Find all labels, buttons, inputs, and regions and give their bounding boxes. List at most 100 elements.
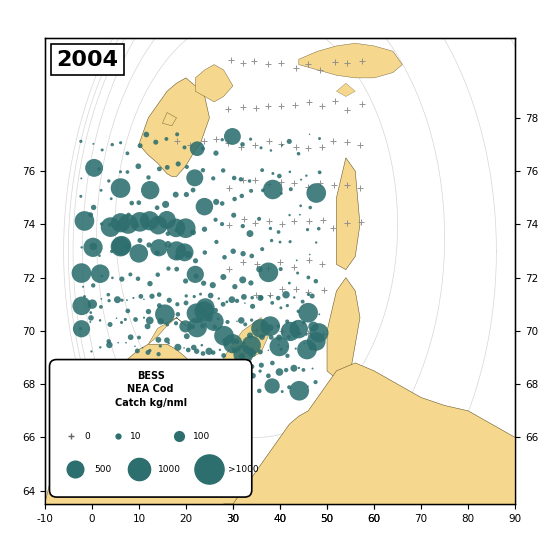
Point	[282, 291, 291, 299]
Point	[151, 138, 160, 146]
Point	[86, 308, 95, 317]
Point	[198, 144, 207, 153]
Point	[251, 218, 260, 227]
Point	[144, 173, 153, 182]
Point	[264, 59, 273, 68]
Point	[88, 300, 97, 308]
Point	[330, 58, 339, 67]
Point	[86, 318, 95, 326]
Polygon shape	[337, 83, 355, 96]
Point	[211, 306, 220, 315]
Point	[209, 317, 218, 326]
Point	[212, 135, 221, 144]
Point	[181, 299, 190, 307]
Point	[193, 144, 202, 153]
Point	[171, 223, 180, 232]
Point	[214, 314, 223, 323]
Point	[77, 301, 86, 310]
Point	[251, 141, 260, 150]
Point	[189, 343, 198, 352]
Point	[258, 321, 267, 330]
Point	[181, 322, 190, 331]
Point	[275, 367, 284, 376]
Point	[80, 217, 89, 225]
Point	[155, 372, 164, 380]
Point	[255, 386, 264, 395]
Point	[191, 270, 200, 279]
Point	[314, 328, 323, 337]
Point	[304, 60, 313, 68]
Point	[139, 364, 148, 373]
Point	[97, 186, 106, 195]
Point	[136, 141, 144, 150]
Point	[256, 144, 265, 152]
Point	[151, 378, 160, 386]
Point	[218, 220, 227, 228]
Point	[311, 347, 320, 356]
Point	[192, 272, 200, 280]
Point	[86, 314, 95, 322]
Point	[237, 352, 246, 360]
Point	[302, 345, 311, 354]
Point	[343, 105, 352, 114]
Point	[121, 315, 130, 324]
Point	[200, 248, 209, 257]
Point	[237, 377, 246, 386]
Point	[136, 217, 144, 226]
Point	[318, 143, 327, 151]
Point	[276, 264, 285, 273]
Point	[212, 149, 221, 157]
Point	[304, 273, 313, 282]
Point	[220, 253, 229, 262]
Point	[126, 333, 135, 341]
Point	[251, 291, 260, 299]
Point	[291, 100, 300, 109]
Point	[153, 248, 162, 257]
Point	[258, 166, 267, 175]
Point	[96, 302, 105, 311]
Point	[225, 221, 234, 229]
Point	[291, 318, 300, 326]
Point	[294, 150, 303, 158]
Point	[154, 335, 163, 344]
Point	[230, 282, 239, 291]
Point	[228, 247, 237, 256]
Point	[153, 270, 162, 279]
Point	[181, 224, 190, 233]
Point	[241, 320, 250, 328]
Point	[124, 210, 133, 219]
Point	[105, 340, 114, 349]
Point	[311, 378, 320, 386]
Point	[183, 163, 192, 171]
Point	[180, 143, 189, 152]
Point	[155, 301, 164, 310]
Point	[185, 140, 194, 149]
Polygon shape	[195, 64, 233, 102]
Point	[182, 292, 191, 300]
Polygon shape	[148, 318, 186, 344]
Point	[147, 292, 156, 301]
Point	[268, 169, 277, 178]
Point	[145, 375, 154, 384]
Point	[155, 291, 164, 299]
Point	[113, 295, 122, 304]
Point	[248, 345, 256, 354]
Point	[229, 211, 238, 220]
Point	[255, 215, 264, 223]
Point	[278, 141, 287, 150]
Point	[218, 199, 227, 208]
Point	[292, 256, 301, 264]
Point	[122, 338, 130, 347]
Point	[88, 281, 97, 290]
Point	[164, 240, 172, 249]
Point	[277, 189, 286, 198]
Point	[248, 349, 256, 358]
Point	[291, 344, 300, 353]
Point	[104, 337, 113, 346]
Point	[212, 198, 221, 207]
Point	[205, 314, 214, 323]
Point	[216, 346, 225, 354]
Point	[139, 313, 148, 322]
Point	[146, 346, 155, 355]
Point	[236, 175, 245, 184]
